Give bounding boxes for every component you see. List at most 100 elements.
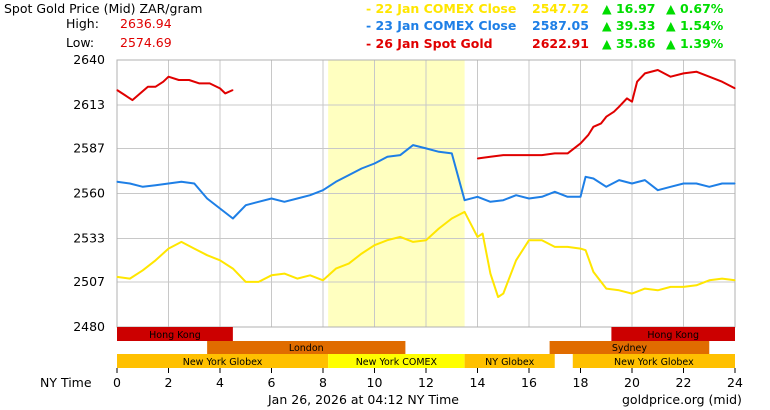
data-point xyxy=(245,281,247,283)
data-point xyxy=(605,186,607,188)
data-point xyxy=(631,293,633,295)
data-point xyxy=(232,89,234,91)
data-point xyxy=(245,204,247,206)
data-point xyxy=(139,92,141,94)
data-point xyxy=(721,81,723,83)
data-point xyxy=(335,181,337,183)
data-point xyxy=(579,142,582,145)
data-point xyxy=(482,232,484,235)
data-point xyxy=(142,186,144,188)
source-credit: goldprice.org (mid) xyxy=(622,392,742,407)
data-point xyxy=(734,279,736,281)
data-point xyxy=(464,211,466,213)
data-point xyxy=(361,167,363,170)
data-point xyxy=(682,286,685,288)
data-point xyxy=(579,247,582,250)
data-point xyxy=(734,182,736,185)
data-point xyxy=(193,182,195,185)
data-point xyxy=(708,186,710,188)
timestamp: Jan 26, 2026 at 04:12 NY Time xyxy=(267,392,459,407)
data-point xyxy=(721,278,723,280)
data-point xyxy=(155,184,157,186)
legend-label: - 22 Jan COMEX Close xyxy=(366,1,516,16)
data-point xyxy=(335,267,337,270)
legend-price: 2622.91 xyxy=(532,36,589,51)
data-point xyxy=(167,182,170,185)
data-point xyxy=(489,201,491,203)
y-tick-label: 2560 xyxy=(73,186,105,201)
high-label: High: xyxy=(66,16,99,31)
x-tick-label: 10 xyxy=(367,375,383,390)
data-point xyxy=(657,189,659,191)
data-point xyxy=(489,273,491,275)
data-point xyxy=(232,267,234,270)
data-point xyxy=(178,79,180,81)
session-bar xyxy=(611,327,735,341)
data-point xyxy=(682,182,685,185)
legend-percent: ▲ 0.67% xyxy=(666,1,724,16)
data-point xyxy=(155,259,157,261)
data-point xyxy=(206,254,208,256)
data-point xyxy=(412,144,414,146)
data-point xyxy=(167,76,170,78)
data-point xyxy=(399,236,401,238)
x-tick-label: 24 xyxy=(727,375,743,390)
data-point xyxy=(682,72,685,74)
data-point xyxy=(193,247,195,250)
data-point xyxy=(219,259,221,261)
data-point xyxy=(515,194,517,196)
data-point xyxy=(188,79,190,81)
data-point xyxy=(270,274,273,276)
data-point xyxy=(631,101,633,103)
legend-label: - 26 Jan Spot Gold xyxy=(366,36,493,51)
data-point xyxy=(567,196,569,198)
data-point xyxy=(605,288,607,290)
data-point xyxy=(425,239,427,241)
chart-title: Spot Gold Price (Mid) ZAR/gram xyxy=(4,1,202,16)
data-point xyxy=(425,147,427,150)
series-line xyxy=(477,69,736,160)
data-point xyxy=(142,269,144,271)
x-tick-label: 14 xyxy=(470,375,486,390)
data-point xyxy=(657,69,659,71)
data-point xyxy=(592,177,594,180)
data-point xyxy=(322,189,324,191)
data-point xyxy=(283,201,285,203)
data-point xyxy=(224,92,226,94)
data-point xyxy=(695,182,697,185)
data-point xyxy=(438,151,440,153)
data-point xyxy=(541,154,543,156)
legend-change: ▲ 39.33 xyxy=(602,18,656,33)
data-point xyxy=(592,271,594,273)
data-point xyxy=(198,82,200,84)
data-point xyxy=(155,86,157,88)
y-tick-label: 2507 xyxy=(73,274,105,289)
data-point xyxy=(670,76,672,78)
data-point xyxy=(258,281,260,283)
legend-item: - 26 Jan Spot Gold 2622.91 ▲ 35.86 ▲ 1.3… xyxy=(366,36,724,51)
legend: - 22 Jan COMEX Close 2547.72 ▲ 16.97 ▲ 0… xyxy=(366,1,724,51)
data-point xyxy=(348,174,350,176)
data-point xyxy=(258,201,260,203)
session-bar xyxy=(549,341,710,354)
session-bar xyxy=(328,354,465,368)
session-label: Hong Kong xyxy=(647,330,699,341)
session-bar xyxy=(207,341,406,354)
data-point xyxy=(613,111,615,113)
data-point xyxy=(554,152,556,155)
data-point xyxy=(296,197,298,200)
x-tick-label: 2 xyxy=(165,375,173,390)
session-label: London xyxy=(289,343,324,354)
data-point xyxy=(515,259,517,261)
low-label: Low: xyxy=(66,35,94,50)
data-point xyxy=(528,239,530,241)
x-tick-label: 4 xyxy=(216,375,224,390)
session-label: Sydney xyxy=(612,343,648,354)
data-point xyxy=(399,154,401,156)
data-point xyxy=(636,81,638,83)
data-point xyxy=(502,293,504,295)
data-point xyxy=(708,279,710,281)
data-point xyxy=(129,278,131,280)
data-point xyxy=(734,87,736,89)
